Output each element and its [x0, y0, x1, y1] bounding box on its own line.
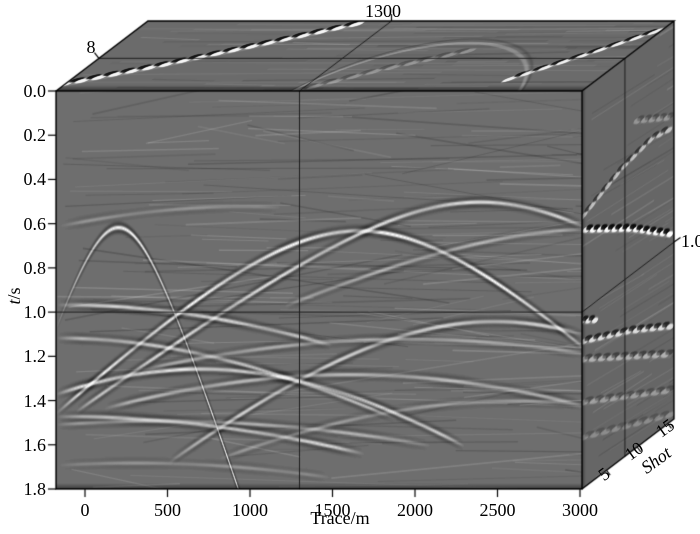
tick-label: 0.8: [23, 257, 47, 278]
tick-label: 1500: [314, 500, 351, 520]
time-slice-label: 1.0: [681, 231, 700, 251]
tick-label: 0: [80, 500, 90, 520]
tick-label: 0.0: [23, 81, 47, 101]
time-axis-unit: /s: [4, 287, 24, 300]
tick-label: 1.2: [23, 346, 47, 367]
tick-label: 0.4: [23, 169, 47, 190]
trace-slice-label: 1300: [365, 1, 401, 21]
tick-label: 1.8: [23, 479, 47, 499]
tick-label: 2000: [397, 500, 433, 520]
tick-label: 3000: [562, 500, 598, 520]
tick-label: 1.4: [23, 390, 47, 411]
tick-label: 2500: [479, 500, 516, 520]
tick-label: 1.6: [23, 434, 47, 455]
tick-label: 1000: [232, 500, 268, 520]
shot-slice-label: 8: [86, 37, 96, 57]
tick-label: 500: [154, 500, 181, 520]
tick-label: 0.2: [23, 125, 47, 146]
tick-label: 0.6: [23, 213, 47, 234]
trace-axis-title: Trace/m: [310, 508, 370, 528]
tick-label: 1.0: [23, 302, 47, 323]
